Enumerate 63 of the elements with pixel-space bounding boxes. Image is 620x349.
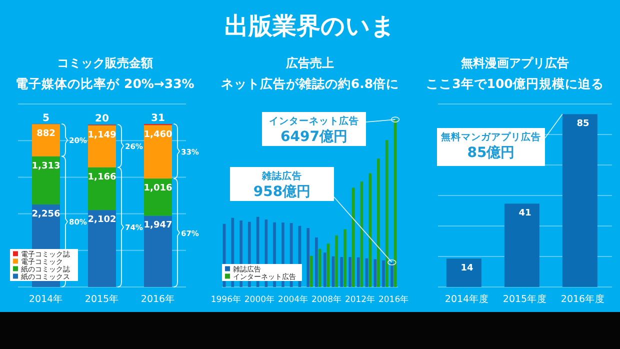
data-label: 31 — [151, 112, 165, 124]
bar — [377, 158, 380, 287]
annotation: 6497億円 — [280, 128, 348, 145]
data-label: 1,947 — [144, 220, 172, 231]
x-tick-label: 1996年 — [210, 294, 242, 305]
bar — [385, 140, 388, 287]
annotation: 雑誌広告 — [261, 170, 302, 182]
data-label: 1,166 — [88, 172, 116, 182]
bar — [356, 257, 360, 287]
annotation: 無料マンガアプリ広告 — [440, 131, 541, 143]
bar — [344, 229, 346, 287]
chart-subtitle: ここ3年で100億円規模に迫る — [426, 76, 604, 91]
data-label: 1,149 — [88, 130, 116, 140]
x-tick-label: 2014年度 — [444, 293, 490, 305]
x-tick-label: 2014年 — [28, 293, 64, 305]
data-label: 2,256 — [32, 209, 60, 220]
data-label: 41 — [518, 208, 532, 219]
x-tick-label: 2012年 — [344, 294, 376, 305]
chart-title: コミック販売金額 — [57, 56, 153, 70]
data-label: 85 — [576, 119, 590, 130]
annotation: インターネット広告 — [269, 115, 359, 127]
bar — [32, 124, 60, 156]
bar — [144, 216, 172, 287]
data-label: 1,016 — [144, 184, 172, 194]
annotation: 958億円 — [253, 183, 311, 200]
bar — [88, 210, 116, 287]
annotation: 85億円 — [467, 144, 515, 161]
bar — [374, 259, 377, 287]
data-label: 2,102 — [88, 215, 116, 226]
x-tick-label: 2008年 — [311, 294, 342, 305]
bar — [32, 156, 60, 204]
bar — [390, 262, 394, 287]
data-label: 882 — [36, 129, 56, 140]
x-tick-label: 2016年 — [140, 293, 176, 305]
bar — [88, 125, 116, 168]
data-label: 1,460 — [144, 130, 172, 140]
bar — [382, 260, 385, 287]
x-tick-label: 2015年度 — [502, 293, 548, 305]
chart-subtitle: 電子媒体の比率が 20%→33% — [16, 76, 195, 91]
bar — [144, 125, 172, 179]
bar — [323, 252, 326, 287]
bar — [335, 235, 338, 287]
x-tick-label: 2016年度 — [560, 293, 606, 305]
x-tick-label: 2004年 — [278, 294, 309, 305]
bar — [315, 237, 318, 287]
data-label: 20 — [95, 114, 109, 125]
bar — [352, 188, 355, 287]
bar — [340, 257, 344, 287]
chart-title: 広告売上 — [285, 56, 334, 70]
bar — [368, 173, 372, 287]
chart-title: 無料漫画アプリ広告 — [460, 56, 569, 70]
chart-subtitle: ネット広告が雑誌の約6.8倍に — [220, 76, 400, 91]
bar — [348, 257, 352, 287]
data-label: 14 — [460, 264, 474, 274]
data-label: 1,313 — [32, 161, 60, 172]
bar — [310, 256, 313, 287]
data-label: 5 — [42, 112, 50, 124]
x-tick-label: 2015年 — [84, 293, 120, 305]
bar — [306, 228, 310, 287]
bar — [88, 167, 116, 210]
x-tick-label: 2016年 — [378, 294, 410, 305]
text: 出版業界のいま — [224, 12, 396, 40]
x-tick-label: 2000年 — [244, 294, 276, 305]
